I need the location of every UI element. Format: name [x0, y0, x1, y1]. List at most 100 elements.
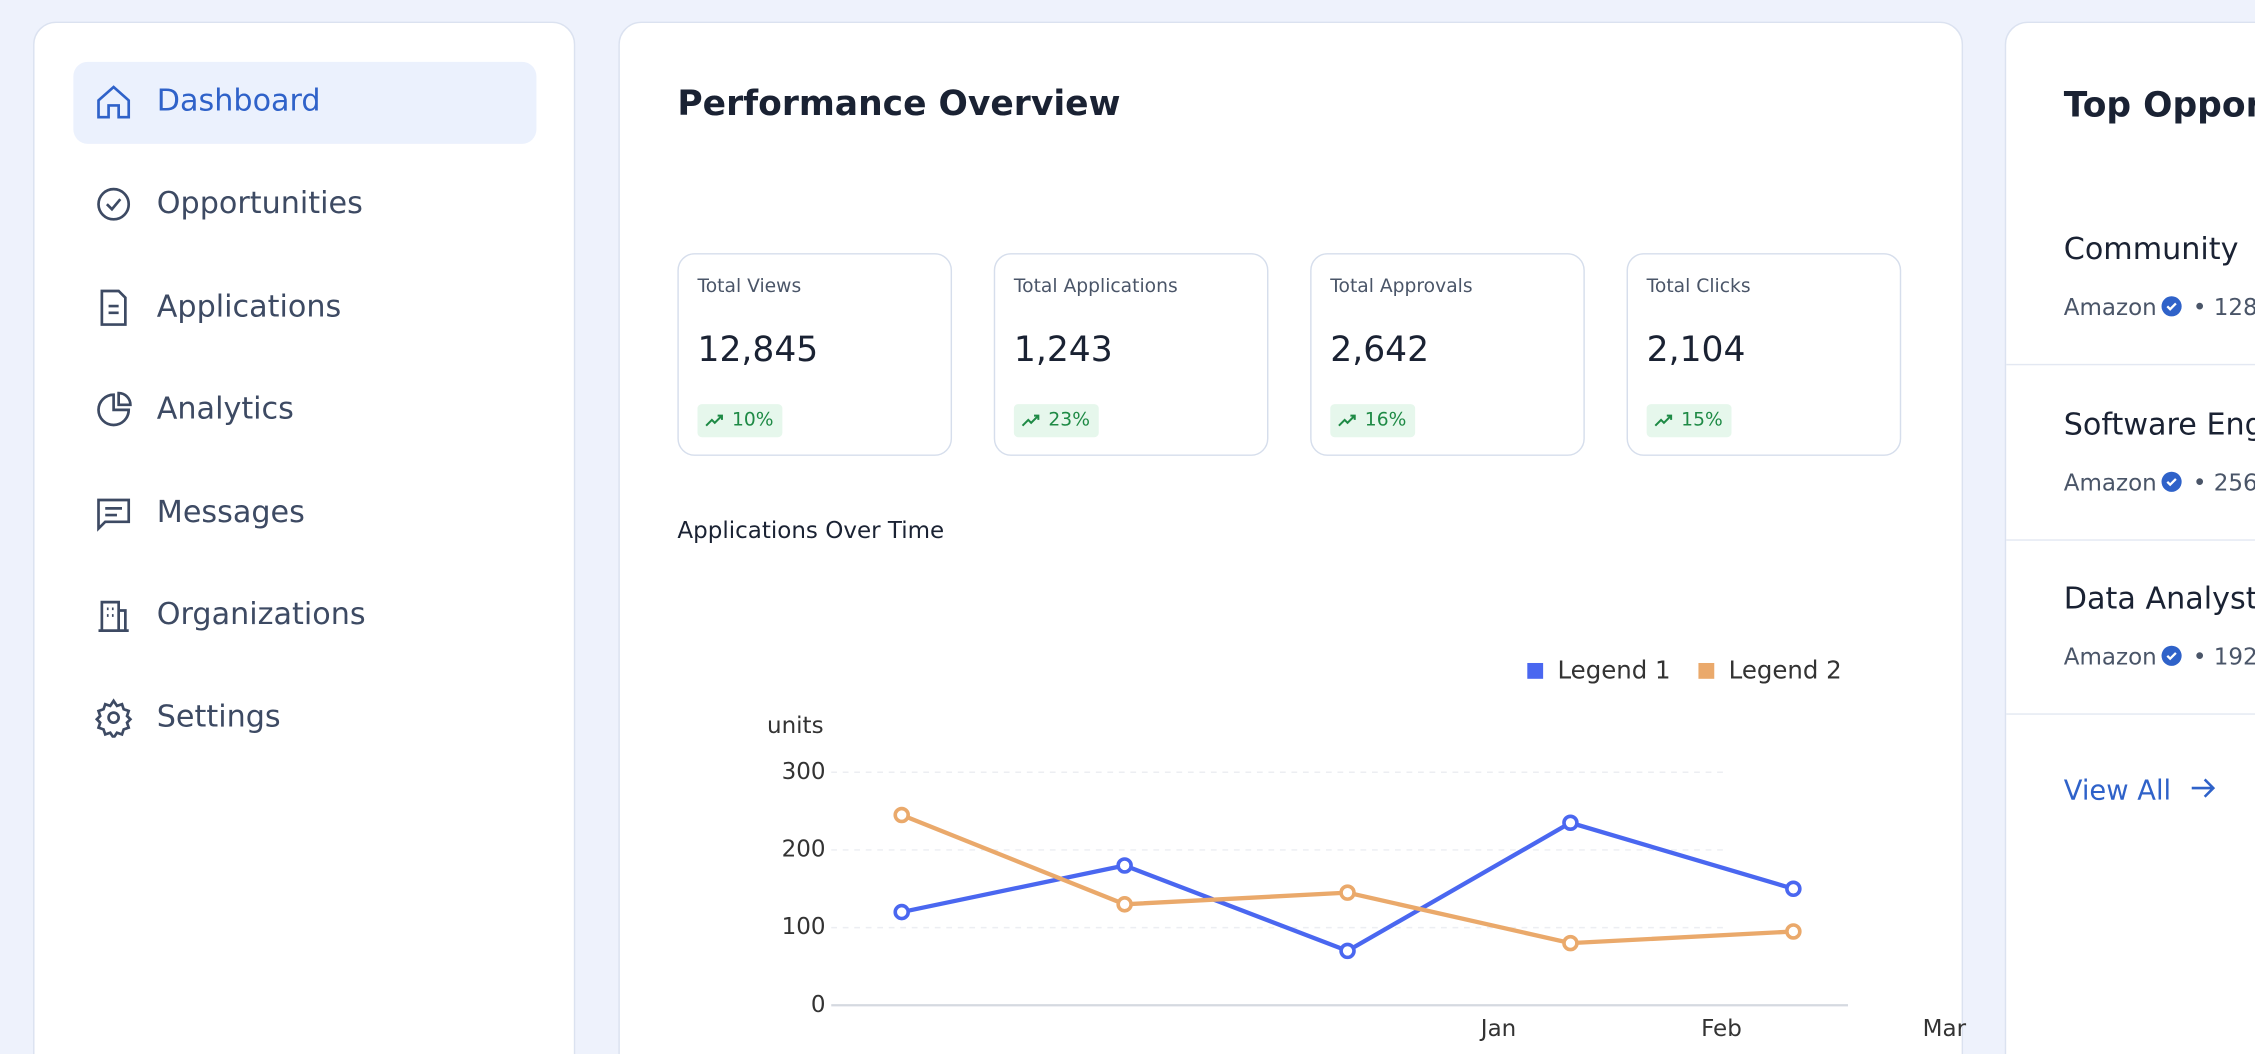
x-tick-label: Jan	[1479, 1016, 1516, 1042]
stat-change: 16%	[1330, 404, 1415, 438]
data-point	[893, 903, 910, 921]
stat-card: Total Clicks 2,104 15%	[1626, 253, 1902, 456]
sidebar: Dashboard Opportunities Applications Analyt…	[33, 21, 576, 1054]
stat-value: 2,104	[1646, 329, 1746, 370]
x-tick-label: Feb	[1701, 1016, 1742, 1042]
panel-title: Performance Overview	[677, 83, 1121, 124]
data-point	[1785, 923, 1802, 940]
data-point	[1562, 934, 1579, 952]
nav-item[interactable]: Applications	[73, 267, 536, 349]
data-point	[1116, 896, 1133, 913]
opp-org: Amazon	[2063, 293, 2157, 321]
data-point	[1339, 942, 1356, 960]
y-tick-label: 300	[782, 759, 826, 785]
nav-item[interactable]: Analytics	[73, 370, 536, 452]
nav-label: Dashboard	[156, 83, 321, 118]
stat-label: Total Clicks	[1646, 276, 1751, 298]
data-point	[893, 806, 910, 824]
data-point	[1116, 857, 1133, 874]
nav-icon	[98, 600, 129, 632]
main-panel: Performance Overview Total Views 12,845 10…	[618, 21, 1964, 1054]
stat-card: Total Applications 1,243 23%	[993, 253, 1269, 456]
stat-change-text: 23%	[1048, 409, 1090, 432]
nav-label: Applications	[156, 288, 342, 324]
stat-card: Total Views 12,845 10%	[677, 253, 953, 456]
nav-item[interactable]: Settings	[73, 678, 536, 760]
nav-item[interactable]: Organizations	[73, 575, 536, 657]
opp-count: 192	[2213, 642, 2255, 671]
verified-icon	[2161, 470, 2182, 492]
opp-org: Amazon	[2063, 468, 2157, 496]
panel-title: Top Opport	[2063, 84, 2255, 126]
opp-title: Software Eng	[2063, 406, 2255, 441]
stat-change: 10%	[697, 404, 783, 438]
nav-label: Messages	[156, 494, 305, 529]
stat-label: Total Applications	[1013, 276, 1178, 298]
nav-label: Opportunities	[156, 186, 363, 221]
opp-title: Community	[2063, 231, 2239, 267]
nav-icon	[94, 698, 133, 739]
divider	[2006, 713, 2255, 715]
nav-item[interactable]: Dashboard	[73, 61, 537, 144]
view-all-text: View All	[2063, 775, 2172, 807]
stat-change-text: 15%	[1681, 409, 1723, 432]
nav-item[interactable]: Messages	[73, 473, 536, 555]
legend-swatch	[1527, 662, 1544, 679]
nav-icon	[97, 188, 131, 222]
y-tick-label: 200	[782, 836, 826, 862]
stat-change-text: 16%	[1364, 409, 1407, 432]
arrow-icon	[2191, 778, 2215, 798]
nav-icon	[97, 498, 131, 532]
nav-icon	[100, 289, 127, 326]
separator: •	[2185, 468, 2214, 496]
stat-card: Total Approvals 2,642 16%	[1310, 253, 1585, 456]
nav-label: Analytics	[156, 391, 294, 426]
opp-count: 128	[2213, 293, 2255, 321]
verified-icon	[2161, 645, 2182, 666]
trend-icon	[1338, 414, 1356, 427]
stat-label: Total Views	[697, 276, 802, 298]
verified-icon	[2161, 296, 2182, 317]
trend-icon	[1654, 414, 1673, 427]
nav-icon	[97, 392, 132, 427]
y-axis-label: units	[767, 713, 824, 739]
opp-meta: Amazon • 256	[2064, 468, 2255, 495]
opportunities-panel: Top Opport Community Amazon • 128 Software…	[2004, 21, 2255, 1054]
opp-title: Data Analyst	[2063, 581, 2255, 616]
nav-label: Settings	[156, 699, 281, 735]
opp-org: Amazon	[2063, 642, 2157, 671]
stat-value: 2,642	[1330, 329, 1430, 370]
divider	[2006, 363, 2255, 366]
series-line	[900, 812, 1794, 946]
stat-value: 12,845	[697, 329, 819, 370]
opp-meta: Amazon • 128	[2064, 293, 2255, 320]
nav-item[interactable]: Opportunities	[73, 165, 536, 247]
data-point	[1339, 884, 1356, 901]
separator: •	[2185, 293, 2214, 321]
legend-label: Legend 2	[1729, 656, 1842, 685]
legend-swatch	[1698, 662, 1715, 679]
view-all[interactable]: View All	[2064, 775, 2217, 807]
x-tick-label: Mar	[1923, 1016, 1967, 1042]
data-point	[1785, 880, 1802, 898]
stat-label: Total Approvals	[1330, 276, 1473, 298]
legend-label: Legend 1	[1558, 656, 1671, 685]
opp-meta: Amazon • 192	[2064, 643, 2255, 670]
nav-label: Organizations	[156, 596, 366, 632]
data-point	[1562, 814, 1579, 832]
stat-change: 23%	[1013, 404, 1099, 438]
stat-value: 1,243	[1013, 329, 1113, 370]
nav-icon	[97, 85, 131, 119]
trend-icon	[705, 414, 723, 427]
separator: •	[2185, 642, 2214, 671]
stat-change-text: 10%	[732, 409, 774, 432]
stat-change: 15%	[1646, 404, 1732, 438]
divider	[2006, 538, 2255, 541]
trend-icon	[1021, 414, 1040, 427]
y-tick-label: 100	[782, 914, 826, 940]
y-tick-label: 0	[811, 992, 826, 1018]
opp-count: 256	[2213, 468, 2255, 496]
